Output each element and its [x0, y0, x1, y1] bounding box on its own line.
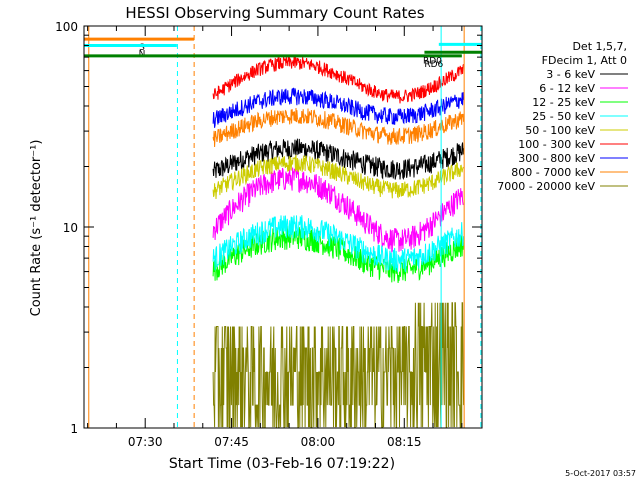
chart-title: HESSI Observing Summary Count Rates	[125, 4, 424, 22]
legend-entry-label: 300 - 800 keV	[518, 152, 595, 165]
legend-entry-label: 12 - 25 keV	[532, 96, 595, 109]
legend-entry-label: 50 - 100 keV	[525, 124, 595, 137]
x-tick-label: 08:00	[301, 435, 336, 449]
y-tick-label: 100	[55, 20, 78, 34]
series-line	[212, 215, 465, 273]
series-layer	[212, 55, 465, 428]
legend-entry-label: 25 - 50 keV	[532, 110, 595, 123]
series-line	[212, 138, 465, 181]
series-line	[212, 167, 464, 254]
legend-header: Det 1,5,7,	[572, 40, 627, 53]
x-axis-label: Start Time (03-Feb-16 07:19:22)	[169, 456, 395, 472]
x-tick-label: 07:30	[128, 435, 163, 449]
legend-header: FDecim 1, Att 0	[542, 54, 627, 67]
series-line	[212, 87, 465, 128]
y-tick-label: 1	[70, 422, 78, 436]
flag-label: RD0	[423, 56, 442, 66]
flag-label: RD6	[424, 60, 443, 70]
series-line	[212, 154, 464, 200]
series-line	[212, 55, 465, 104]
flag-label: S	[139, 43, 145, 53]
series-line	[212, 302, 465, 428]
series-line	[212, 107, 465, 148]
legend-entry-label: 3 - 6 keV	[546, 68, 595, 81]
x-tick-label: 08:15	[387, 435, 422, 449]
axes-layer: 1 10 100 07:30 07:45 08:00 08:15	[55, 20, 482, 449]
legend-entry-label: 100 - 300 keV	[518, 138, 595, 151]
y-axis-label: Count Rate (s⁻¹ detector⁻¹)	[29, 140, 44, 317]
legend-entry-label: 6 - 12 keV	[539, 82, 595, 95]
legend-entry-label: 800 - 7000 keV	[511, 166, 595, 179]
legend-entry-label: 7000 - 20000 keV	[497, 180, 595, 193]
footer-date: 5-Oct-2017 03:57	[565, 469, 636, 478]
y-tick-label: 10	[63, 221, 78, 235]
x-tick-label: 07:45	[214, 435, 249, 449]
